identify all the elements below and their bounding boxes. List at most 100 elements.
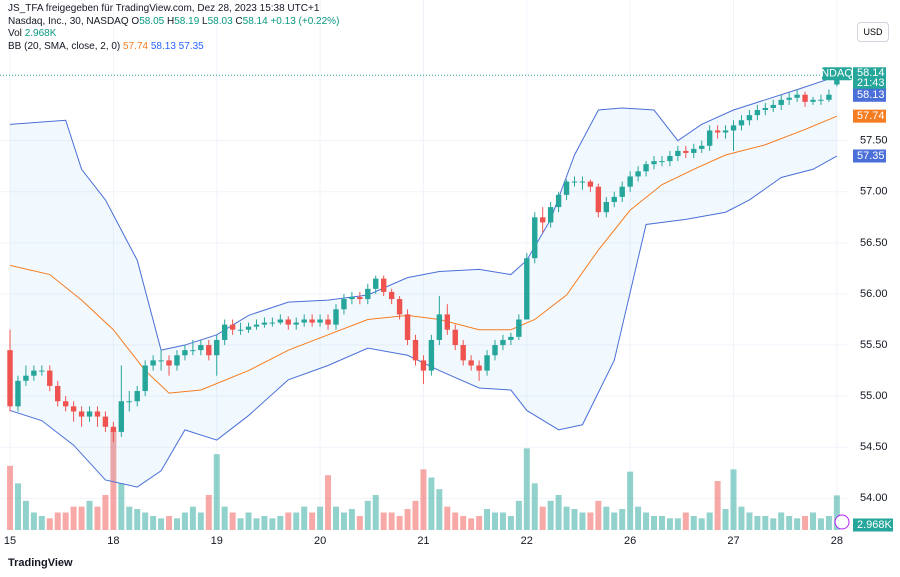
volume-bar	[285, 512, 292, 530]
volume-bar	[658, 516, 665, 530]
candle-body	[571, 181, 578, 183]
volume-bar	[603, 506, 610, 530]
volume-bar	[86, 500, 93, 530]
candle-body	[78, 411, 85, 417]
candle-body	[738, 120, 745, 126]
volume-bar	[515, 500, 522, 530]
volume-bar	[237, 518, 244, 530]
volume-bar	[444, 506, 451, 530]
indicator-badge	[853, 88, 886, 102]
volume-bar	[762, 516, 769, 530]
volume-bar	[587, 512, 594, 530]
volume-bar	[396, 516, 403, 530]
volume-bar	[738, 506, 745, 530]
candle-body	[229, 324, 236, 330]
candle-body	[277, 319, 284, 323]
x-tick-label: 18	[107, 535, 119, 547]
y-tick-label: 57.00	[860, 186, 888, 198]
ohlc-label: C	[235, 15, 243, 27]
candle-body	[635, 171, 641, 177]
candle-body	[714, 130, 721, 133]
indicator-value: 58.13	[150, 40, 176, 52]
volume-badge-text: 2.968K	[857, 519, 893, 531]
candle-body	[563, 181, 570, 195]
volume-bar	[364, 500, 371, 530]
candle-body	[285, 319, 291, 325]
candle-body	[540, 217, 546, 223]
volume-bar	[611, 512, 618, 530]
y-tick-label: 54.00	[860, 492, 888, 504]
candle-body	[802, 94, 808, 102]
volume-bar	[547, 500, 554, 530]
currency-button[interactable]: USD	[857, 22, 889, 42]
volume-bar	[555, 495, 562, 530]
candle-body	[532, 217, 538, 259]
candle-body	[293, 322, 299, 325]
candle-body	[627, 176, 633, 187]
band-line	[9, 75, 838, 351]
volume-bar	[173, 518, 180, 530]
candle-body	[762, 107, 769, 111]
x-tick-label: 22	[521, 535, 533, 547]
candle-body	[826, 94, 832, 100]
volume-bar	[332, 506, 339, 530]
volume-bar	[698, 518, 705, 530]
volume-bar	[325, 475, 332, 530]
candle-body	[651, 161, 657, 165]
candle-body	[325, 319, 331, 325]
price-badge	[853, 67, 886, 90]
volume-bar	[539, 506, 546, 530]
volume-bar	[484, 509, 491, 530]
candle-body	[190, 350, 196, 352]
price-badge-time: 21:43	[857, 77, 885, 89]
vol-label: Vol	[8, 28, 22, 39]
candle-body	[587, 181, 594, 187]
volume-bar	[491, 512, 498, 530]
candle-body	[444, 314, 450, 330]
volume-bar	[142, 512, 149, 530]
volume-bar	[507, 516, 514, 530]
volume-bar	[412, 500, 419, 530]
volume-bar	[770, 518, 777, 530]
ohlc-value: 58.19	[174, 15, 200, 27]
candle-body	[722, 130, 729, 133]
candle-body	[126, 401, 132, 403]
candle-body	[412, 339, 419, 361]
candle-body	[404, 314, 411, 340]
indicator-badge	[853, 109, 886, 123]
candle-body	[524, 258, 530, 320]
vol-value: 2.968K	[24, 28, 57, 39]
change: +0.13 (+0.22%)	[270, 15, 340, 27]
candle-body	[357, 297, 363, 300]
y-tick-label: 54.50	[860, 441, 888, 453]
candle-body	[365, 288, 371, 300]
candle-body	[643, 164, 649, 172]
volume-bar	[531, 483, 538, 530]
candle-body	[818, 99, 824, 101]
candle-body	[706, 130, 713, 146]
indicator-badge-text: 57.35	[857, 150, 885, 162]
candle-body	[516, 319, 522, 337]
volume-bar	[651, 516, 658, 530]
candle-body	[301, 319, 307, 323]
y-tick-label: 55.00	[860, 390, 888, 402]
volume-bar	[261, 516, 268, 530]
candle-body	[667, 156, 673, 162]
candle-body	[659, 161, 665, 163]
candle-body	[746, 115, 753, 121]
candle-body	[198, 345, 204, 351]
volume-bar	[22, 500, 29, 530]
x-tick-label: 15	[4, 535, 16, 547]
volume-bar	[627, 471, 634, 530]
volume-bar	[452, 512, 459, 530]
volume-bar	[635, 506, 642, 530]
volume-bar	[722, 509, 729, 530]
volume-bar	[595, 500, 602, 530]
volume-bar	[579, 512, 586, 530]
volume-bar	[476, 516, 483, 530]
volume-bar	[348, 509, 355, 530]
volume-bar	[293, 512, 300, 530]
candle-body	[778, 99, 784, 105]
candle-body	[675, 150, 681, 157]
